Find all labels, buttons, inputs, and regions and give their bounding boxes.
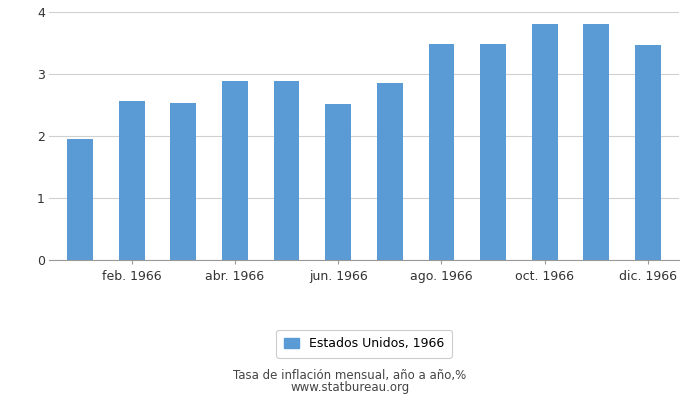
Bar — [532, 24, 558, 260]
Bar — [170, 102, 196, 260]
Legend: Estados Unidos, 1966: Estados Unidos, 1966 — [276, 330, 452, 358]
Bar — [635, 46, 661, 260]
Bar — [480, 44, 506, 260]
Bar — [326, 104, 351, 260]
Bar — [119, 101, 144, 260]
Bar — [377, 83, 402, 260]
Bar — [584, 24, 609, 260]
Bar — [67, 139, 93, 260]
Text: Tasa de inflación mensual, año a año,%: Tasa de inflación mensual, año a año,% — [233, 369, 467, 382]
Bar — [428, 44, 454, 260]
Bar — [274, 81, 300, 260]
Text: www.statbureau.org: www.statbureau.org — [290, 381, 410, 394]
Bar — [222, 81, 248, 260]
